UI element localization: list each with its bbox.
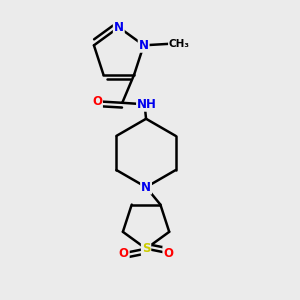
Text: N: N [114,21,124,34]
Text: NH: NH [137,98,157,111]
Text: CH₃: CH₃ [169,39,190,49]
Text: S: S [142,242,150,255]
Text: O: O [163,247,173,260]
Text: O: O [119,247,129,260]
Text: N: N [141,181,151,194]
Text: N: N [139,39,149,52]
Text: O: O [92,95,102,108]
